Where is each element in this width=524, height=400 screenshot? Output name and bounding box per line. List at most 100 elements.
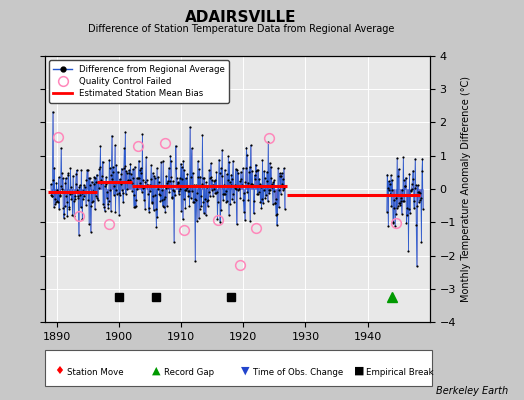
Point: [119, 199, 127, 206]
Point: [263, 178, 271, 184]
Point: [84, 197, 92, 204]
Point: [63, 172, 72, 178]
Point: [66, 165, 74, 172]
Point: [406, 210, 414, 216]
Point: [166, 178, 174, 184]
Point: [103, 194, 111, 201]
Point: [194, 174, 202, 181]
Point: [251, 176, 259, 182]
Point: [411, 156, 419, 162]
Point: [100, 179, 108, 186]
Point: [159, 158, 167, 164]
Point: [59, 175, 67, 182]
Point: [208, 186, 216, 193]
Point: [269, 179, 278, 185]
Point: [386, 191, 395, 198]
Point: [72, 171, 80, 177]
Point: [392, 194, 400, 201]
Point: [386, 180, 394, 187]
Point: [69, 172, 77, 179]
Point: [140, 183, 149, 190]
Point: [163, 180, 171, 186]
Point: [393, 155, 401, 161]
Point: [150, 173, 158, 179]
Point: [231, 182, 239, 189]
Point: [229, 158, 237, 164]
Point: [121, 129, 129, 135]
Point: [136, 166, 144, 173]
Point: [268, 184, 277, 190]
Point: [102, 181, 110, 188]
Point: [54, 174, 63, 180]
Point: [111, 209, 119, 215]
Point: [384, 185, 392, 192]
Point: [255, 176, 264, 182]
Point: [219, 190, 227, 197]
Point: [187, 174, 195, 180]
Point: [72, 167, 81, 174]
Text: Time of Obs. Change: Time of Obs. Change: [253, 368, 343, 377]
Point: [233, 221, 241, 228]
Point: [70, 213, 78, 219]
Point: [100, 204, 108, 211]
Point: [63, 213, 71, 220]
Point: [221, 166, 229, 173]
Point: [103, 189, 112, 195]
Point: [95, 185, 103, 192]
Point: [383, 208, 391, 215]
Point: [223, 198, 232, 204]
Point: [228, 176, 237, 182]
Point: [277, 170, 286, 176]
Point: [95, 165, 104, 172]
Point: [403, 205, 412, 212]
Point: [146, 188, 155, 195]
Point: [65, 206, 73, 212]
Point: [177, 160, 185, 167]
Point: [235, 178, 244, 184]
Text: Station Move: Station Move: [67, 368, 123, 377]
Point: [232, 166, 240, 172]
Point: [266, 160, 274, 166]
Point: [177, 208, 185, 214]
Point: [55, 206, 63, 212]
Point: [58, 170, 66, 176]
Point: [206, 160, 215, 166]
Point: [133, 186, 141, 192]
Point: [147, 176, 155, 182]
Point: [408, 176, 417, 182]
Point: [412, 222, 420, 228]
Point: [414, 189, 422, 195]
Point: [274, 165, 282, 171]
Point: [108, 164, 117, 170]
Point: [47, 191, 56, 198]
Point: [404, 247, 412, 254]
Point: [53, 187, 61, 194]
Point: [261, 183, 270, 190]
Point: [265, 190, 274, 196]
Point: [52, 180, 61, 186]
Point: [237, 183, 246, 189]
Point: [162, 173, 170, 179]
Point: [406, 188, 414, 194]
Point: [126, 177, 134, 183]
Point: [104, 200, 112, 207]
Point: [75, 184, 83, 190]
Point: [82, 177, 91, 183]
Point: [161, 185, 170, 192]
Point: [209, 193, 217, 199]
Point: [254, 167, 263, 173]
Point: [61, 203, 69, 210]
Point: [50, 204, 58, 210]
Point: [400, 177, 408, 183]
Point: [195, 206, 204, 212]
Point: [258, 196, 266, 202]
Point: [213, 188, 221, 195]
Point: [413, 182, 422, 188]
Point: [410, 205, 418, 212]
Point: [122, 168, 130, 174]
Point: [153, 214, 161, 220]
Point: [49, 177, 58, 183]
Point: [227, 172, 236, 178]
Point: [120, 145, 128, 152]
Point: [154, 174, 162, 180]
